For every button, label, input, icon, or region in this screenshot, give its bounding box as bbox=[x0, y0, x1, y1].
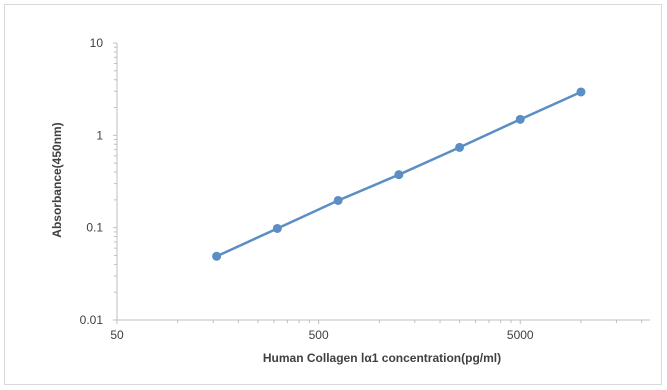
chart-frame bbox=[4, 4, 662, 385]
x-axis-title: Human Collagen Ⅰα1 concentration(pg/ml) bbox=[263, 351, 501, 365]
y-axis-title: Absorbance(450nm) bbox=[50, 122, 64, 237]
data-point bbox=[515, 114, 525, 124]
y-tick-label: 10 bbox=[90, 36, 104, 50]
data-point bbox=[333, 195, 343, 205]
x-tick-label: 500 bbox=[309, 328, 329, 342]
data-point bbox=[272, 223, 282, 233]
y-tick-label: 0.01 bbox=[80, 313, 104, 327]
y-tick-label: 0.1 bbox=[86, 221, 103, 235]
data-point bbox=[455, 142, 465, 152]
axes: 10 1 0.1 0.01 50 500 5000 bbox=[80, 36, 650, 342]
x-tick-label: 50 bbox=[110, 328, 124, 342]
x-tick-label: 5000 bbox=[507, 328, 534, 342]
plot-area bbox=[212, 87, 586, 261]
y-tick-label: 1 bbox=[96, 128, 103, 142]
data-point bbox=[394, 170, 404, 180]
data-point bbox=[576, 87, 586, 97]
data-point bbox=[212, 251, 222, 261]
